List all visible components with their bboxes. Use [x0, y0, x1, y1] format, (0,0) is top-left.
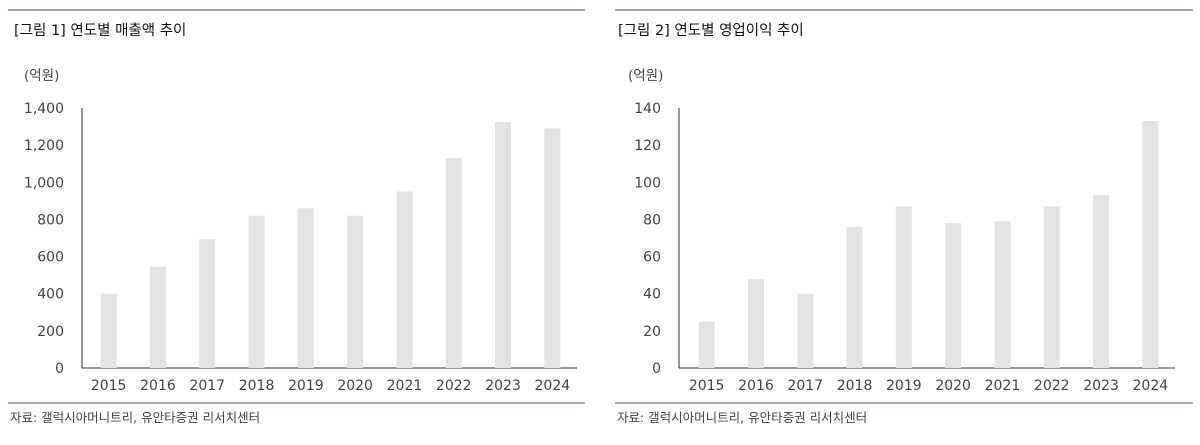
chart1-x-tick-label: 2016	[140, 378, 176, 394]
chart1-x-tick-label: 2022	[436, 378, 472, 394]
chart1-y-tick-label: 400	[37, 287, 64, 303]
chart1-x-tick-label: 2017	[189, 378, 225, 394]
chart2-y-tick-label: 20	[643, 324, 661, 340]
chart1-y-tick-label: 600	[37, 250, 64, 266]
chart1-bar	[445, 158, 462, 368]
chart2-x-tick-label: 2016	[738, 378, 774, 394]
chart1-bar	[100, 293, 117, 368]
chart1-source-note: 자료: 갤럭시아머니트리, 유안타증권 리서치센터	[10, 410, 260, 425]
chart2-x-tick-label: 2021	[985, 378, 1021, 394]
chart2-y-tick-label: 100	[634, 175, 661, 191]
chart1-x-tick-label: 2018	[239, 378, 275, 394]
chart2-x-tick-label: 2020	[935, 378, 971, 394]
chart2-x-tick-label: 2023	[1083, 378, 1119, 394]
chart2-x-tick-label: 2024	[1133, 378, 1169, 394]
chart1-bar	[297, 208, 314, 368]
chart1-bar	[396, 191, 413, 368]
chart2-bar	[1093, 195, 1110, 368]
chart2-bar	[698, 321, 715, 368]
chart2-bar	[1142, 121, 1159, 368]
chart2-bar	[747, 278, 764, 368]
chart2-y-tick-label: 140	[634, 101, 661, 117]
chart2-bar	[1043, 206, 1060, 368]
chart2-x-tick-label: 2019	[886, 378, 922, 394]
chart1-title: [그림 1] 연도별 매출액 추이	[14, 22, 186, 39]
chart1-y-tick-label: 1,400	[24, 101, 64, 117]
chart2-bar	[994, 221, 1011, 368]
chart1-bar	[149, 266, 166, 368]
chart2-title: [그림 2] 연도별 영업이익 추이	[618, 22, 804, 39]
chart2-y-tick-label: 60	[643, 250, 661, 266]
chart2-y-tick-label: 120	[634, 138, 661, 154]
chart2-y-tick-label: 40	[643, 287, 661, 303]
chart2-bar	[895, 206, 912, 368]
chart2-source-note: 자료: 갤럭시아머니트리, 유안타증권 리서치센터	[617, 410, 867, 425]
chart2-x-tick-label: 2017	[787, 378, 823, 394]
chart1-unit-label: (억원)	[24, 68, 59, 84]
chart1-x-tick-label: 2021	[387, 378, 423, 394]
chart1-x-tick-label: 2020	[337, 378, 373, 394]
chart2-y-tick-label: 0	[652, 361, 661, 377]
chart1-y-tick-label: 1,200	[24, 138, 64, 154]
chart1-bar	[544, 128, 561, 368]
chart1-bar	[495, 121, 512, 368]
chart2-x-tick-label: 2015	[689, 378, 725, 394]
chart2-bar	[846, 226, 863, 368]
chart1-y-tick-label: 800	[37, 212, 64, 228]
chart2-x-tick-label: 2022	[1034, 378, 1070, 394]
chart1-y-tick-label: 200	[37, 324, 64, 340]
chart1-y-tick-label: 0	[55, 361, 64, 377]
chart2-unit-label: (억원)	[628, 68, 663, 84]
chart2-bar	[945, 223, 962, 368]
chart2-y-tick-label: 80	[643, 212, 661, 228]
chart1-x-tick-label: 2019	[288, 378, 324, 394]
chart2-bar	[797, 293, 814, 368]
chart1-x-tick-label: 2015	[91, 378, 127, 394]
chart1-x-tick-label: 2023	[485, 378, 521, 394]
chart1-y-tick-label: 1,000	[24, 175, 64, 191]
chart1-bar	[248, 215, 265, 368]
chart1-bar	[199, 238, 216, 368]
chart1-bar	[347, 215, 364, 368]
chart1-x-tick-label: 2024	[535, 378, 571, 394]
chart2-x-tick-label: 2018	[837, 378, 873, 394]
